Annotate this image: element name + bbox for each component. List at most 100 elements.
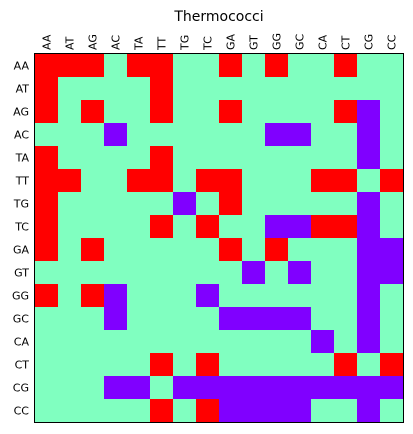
heatmap-cell-GC-GG xyxy=(265,307,289,331)
heatmap-cell-TA-GG xyxy=(265,146,289,170)
heatmap-cell-CT-CC xyxy=(380,353,404,377)
heatmap-cell-TG-CT xyxy=(334,192,358,216)
heatmap-cell-TC-GG xyxy=(265,215,289,239)
heatmap-cell-AT-GG xyxy=(265,77,289,101)
heatmap-cell-GA-TC xyxy=(196,238,220,262)
y-tick-label: CA xyxy=(14,336,30,349)
heatmap-cell-GC-AC xyxy=(104,307,128,331)
heatmap-cell-GA-GA xyxy=(219,238,243,262)
heatmap-cell-AC-AT xyxy=(58,123,82,147)
heatmap-cell-AC-AG xyxy=(81,123,105,147)
heatmap-cell-TA-AG xyxy=(81,146,105,170)
heatmap-cell-CT-TT xyxy=(150,353,174,377)
heatmap-cell-TC-GT xyxy=(242,215,266,239)
heatmap-cell-AT-GT xyxy=(242,77,266,101)
heatmap-cell-AC-GT xyxy=(242,123,266,147)
heatmap-cell-AG-AG xyxy=(81,100,105,124)
heatmap-cell-GG-AG xyxy=(81,284,105,308)
heatmap-cell-CT-GA xyxy=(219,353,243,377)
heatmap-cell-GC-TT xyxy=(150,307,174,331)
heatmap-cell-GA-AA xyxy=(35,238,59,262)
heatmap-cell-AA-GC xyxy=(288,54,312,78)
heatmap-cell-GA-CT xyxy=(334,238,358,262)
heatmap-cell-TT-TC xyxy=(196,169,220,193)
y-tick-label: GC xyxy=(13,313,30,326)
heatmap-cell-AA-TT xyxy=(150,54,174,78)
heatmap-cell-TG-GC xyxy=(288,192,312,216)
heatmap-cell-AC-AA xyxy=(35,123,59,147)
heatmap-cell-AT-AT xyxy=(58,77,82,101)
heatmap-cell-GA-AG xyxy=(81,238,105,262)
heatmap-cell-TG-AG xyxy=(81,192,105,216)
heatmap-cell-TT-TG xyxy=(173,169,197,193)
heatmap-cell-AT-AC xyxy=(104,77,128,101)
heatmap-cell-CA-TG xyxy=(173,330,197,354)
heatmap-cell-AT-CG xyxy=(357,77,381,101)
heatmap-cell-AG-CA xyxy=(311,100,335,124)
heatmap-cell-TT-AG xyxy=(81,169,105,193)
heatmap-cell-AA-GA xyxy=(219,54,243,78)
heatmap-cell-CC-TA xyxy=(127,399,151,423)
y-tick-label: TA xyxy=(15,152,30,165)
heatmap-cell-AG-TA xyxy=(127,100,151,124)
heatmap-cell-GG-GA xyxy=(219,284,243,308)
heatmap-cell-GG-GT xyxy=(242,284,266,308)
heatmap-cell-GC-AA xyxy=(35,307,59,331)
heatmap-cell-CC-CT xyxy=(334,399,358,423)
x-tick-label: GA xyxy=(225,33,238,50)
heatmap-cell-CC-AC xyxy=(104,399,128,423)
heatmap-cell-TC-TA xyxy=(127,215,151,239)
y-tick-label: TT xyxy=(15,175,30,188)
heatmap-cell-CA-GT xyxy=(242,330,266,354)
heatmap-cell-TT-GG xyxy=(265,169,289,193)
heatmap-cell-GG-TG xyxy=(173,284,197,308)
heatmap-cell-AG-TC xyxy=(196,100,220,124)
heatmap-cell-TG-TT xyxy=(150,192,174,216)
y-tick-label: AG xyxy=(13,106,29,119)
heatmap-cell-CC-TT xyxy=(150,399,174,423)
x-tick-label: CA xyxy=(317,34,330,50)
heatmap-cell-GC-GC xyxy=(288,307,312,331)
heatmap-cell-GG-TT xyxy=(150,284,174,308)
heatmap-cell-AG-CT xyxy=(334,100,358,124)
heatmap-cell-CC-GA xyxy=(219,399,243,423)
heatmap-cell-TA-AT xyxy=(58,146,82,170)
heatmap-cell-TT-AT xyxy=(58,169,82,193)
heatmap-cell-TA-TG xyxy=(173,146,197,170)
y-tick-label: GT xyxy=(14,267,29,280)
heatmap-cell-GT-TA xyxy=(127,261,151,285)
heatmap-cell-TA-TC xyxy=(196,146,220,170)
heatmap-cell-TG-TA xyxy=(127,192,151,216)
heatmap-cell-TA-GA xyxy=(219,146,243,170)
heatmap-cell-TC-TG xyxy=(173,215,197,239)
heatmap-cell-TA-CT xyxy=(334,146,358,170)
x-tick-label: GC xyxy=(294,33,307,50)
heatmap-cell-CC-GC xyxy=(288,399,312,423)
heatmap-cell-CA-GG xyxy=(265,330,289,354)
heatmap-cell-CG-CC xyxy=(380,376,404,400)
heatmap-cell-TC-GA xyxy=(219,215,243,239)
heatmap-cell-TG-GG xyxy=(265,192,289,216)
heatmap-cell-CA-CT xyxy=(334,330,358,354)
heatmap-cell-CG-GG xyxy=(265,376,289,400)
heatmap-cell-AC-CT xyxy=(334,123,358,147)
heatmap-cell-CC-CC xyxy=(380,399,404,423)
heatmap-cell-CG-TG xyxy=(173,376,197,400)
heatmap-cell-CC-AT xyxy=(58,399,82,423)
heatmap-cell-TT-AA xyxy=(35,169,59,193)
heatmap-cell-CT-TG xyxy=(173,353,197,377)
heatmap-cell-AC-CA xyxy=(311,123,335,147)
heatmap-cell-GT-TC xyxy=(196,261,220,285)
heatmap-cell-AC-GC xyxy=(288,123,312,147)
x-tick-label: TT xyxy=(156,36,169,51)
heatmap-cell-AA-GG xyxy=(265,54,289,78)
heatmap-cell-AA-CT xyxy=(334,54,358,78)
x-tick-label: CC xyxy=(386,34,399,50)
heatmap-cell-CG-GA xyxy=(219,376,243,400)
heatmap-cell-CG-CA xyxy=(311,376,335,400)
heatmap-cell-GG-CC xyxy=(380,284,404,308)
heatmap-cell-TG-TG xyxy=(173,192,197,216)
heatmap-cell-GT-AC xyxy=(104,261,128,285)
heatmap-cell-AG-GA xyxy=(219,100,243,124)
heatmap-cell-GG-CA xyxy=(311,284,335,308)
